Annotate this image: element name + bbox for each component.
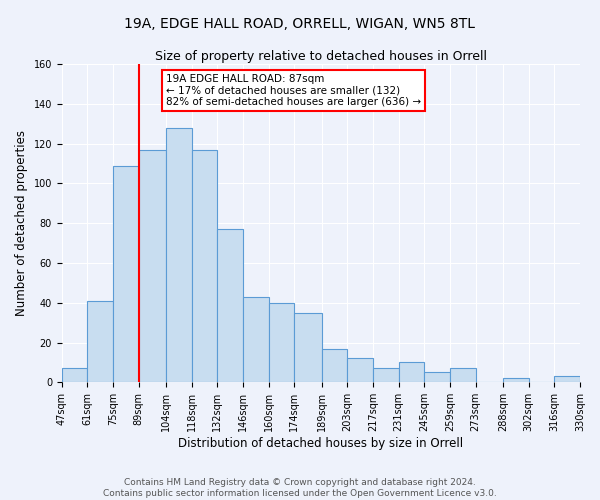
Bar (554, 376, 580, 382)
Bar (243, 297, 269, 382)
Bar (62, 368, 88, 382)
Bar (373, 368, 399, 382)
Bar (166, 128, 192, 382)
Bar (139, 150, 166, 382)
Bar (113, 166, 139, 382)
X-axis label: Distribution of detached houses by size in Orrell: Distribution of detached houses by size … (178, 437, 463, 450)
Text: 19A, EDGE HALL ROAD, ORRELL, WIGAN, WN5 8TL: 19A, EDGE HALL ROAD, ORRELL, WIGAN, WN5 … (125, 18, 476, 32)
Bar (295, 312, 322, 382)
Bar (450, 368, 476, 382)
Text: Contains HM Land Registry data © Crown copyright and database right 2024.
Contai: Contains HM Land Registry data © Crown c… (103, 478, 497, 498)
Bar (88, 301, 113, 382)
Bar (424, 372, 450, 382)
Bar (347, 358, 373, 382)
Bar (399, 362, 424, 382)
Bar (217, 229, 243, 382)
Title: Size of property relative to detached houses in Orrell: Size of property relative to detached ho… (155, 50, 487, 63)
Bar (269, 303, 295, 382)
Bar (503, 378, 529, 382)
Text: 19A EDGE HALL ROAD: 87sqm
← 17% of detached houses are smaller (132)
82% of semi: 19A EDGE HALL ROAD: 87sqm ← 17% of detac… (166, 74, 421, 108)
Y-axis label: Number of detached properties: Number of detached properties (15, 130, 28, 316)
Bar (322, 348, 347, 382)
Bar (192, 150, 217, 382)
